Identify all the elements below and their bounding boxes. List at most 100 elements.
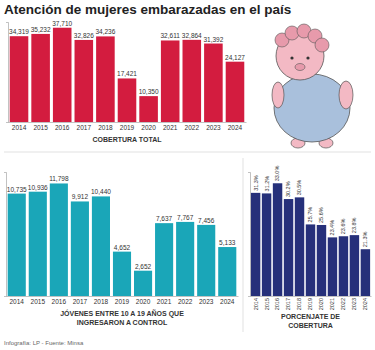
illustration-eye: [306, 56, 309, 59]
x-tick: 2022: [340, 296, 346, 310]
x-tick-label: 2016: [274, 298, 280, 310]
illustration-curl: [285, 26, 299, 40]
axis-title-line: COBERTURA TOTAL: [92, 136, 162, 143]
chart-svg: Atención de mujeres embarazadas en el pa…: [0, 0, 375, 350]
x-tick-label: 2014: [10, 298, 25, 305]
x-tick-label: 2021: [329, 298, 335, 310]
x-tick: 2016: [55, 122, 70, 131]
bar: [50, 183, 68, 296]
x-tick: 2024: [362, 296, 368, 310]
bar: [139, 96, 158, 122]
x-tick-label: 2018: [98, 124, 113, 131]
x-tick-label: 2020: [318, 298, 324, 310]
x-tick: 2015: [264, 296, 270, 310]
data-label: 32,826: [74, 32, 94, 39]
x-tick: 2017: [285, 296, 291, 310]
bar: [306, 224, 315, 296]
data-labels: 34,31935,23237,71032,82634,23617,42110,3…: [9, 20, 245, 95]
data-label: 5,133: [219, 239, 236, 246]
x-axis: 2014 2015 2016 2017 2018 2019 2020 2021 2022 2023…: [9, 122, 247, 131]
divider: [243, 158, 244, 332]
data-label: 10,350: [139, 88, 159, 95]
bar: [361, 249, 370, 296]
x-tick-label: 2017: [77, 124, 92, 131]
x-tick: 2023: [351, 296, 357, 310]
illustration-curl: [315, 38, 329, 52]
x-tick: 2020: [141, 122, 156, 131]
illustration-arm: [272, 82, 284, 108]
data-labels: 10,73510,93611,7989,91210,4404,6522,6527…: [7, 175, 236, 269]
x-tick: 2018: [94, 296, 109, 305]
x-tick: 2017: [77, 122, 92, 131]
x-tick-label: 2015: [264, 298, 270, 310]
x-tick-label: 2019: [307, 298, 313, 310]
bar: [155, 223, 173, 296]
bar: [31, 34, 50, 122]
data-label: 32,864: [182, 32, 202, 39]
data-label: 23.8%: [351, 217, 357, 233]
bar: [339, 236, 348, 296]
x-tick: 2021: [163, 122, 178, 131]
x-axis: 2014201520162017201820192020202120222023…: [7, 296, 239, 305]
illustration-nose: [295, 64, 305, 71]
data-label: 31,392: [203, 36, 223, 43]
x-tick-label: 2015: [33, 124, 48, 131]
x-tick-label: 2024: [220, 298, 235, 305]
x-tick-label: 2020: [141, 124, 156, 131]
bar: [10, 36, 29, 122]
illustration-body: [274, 74, 350, 142]
x-tick: 2016: [52, 296, 67, 305]
bar: [176, 222, 194, 296]
x-tick: 2024: [220, 296, 235, 305]
bars: [251, 183, 370, 296]
x-tick-label: 2022: [178, 298, 193, 305]
bar: [226, 62, 245, 122]
x-tick-label: 2019: [115, 298, 130, 305]
illustration-arm: [339, 81, 353, 109]
data-label: 4,652: [114, 244, 131, 251]
x-tick-label: 2023: [206, 124, 221, 131]
data-label: 24,127: [225, 54, 245, 61]
x-tick: 2014: [12, 122, 27, 131]
x-tick-label: 2016: [55, 124, 70, 131]
bar: [350, 235, 359, 296]
axis-title-line: INGRESARON A CONTROL: [77, 319, 168, 326]
x-tick: 2021: [329, 296, 335, 310]
x-tick-label: 2014: [12, 124, 27, 131]
source: Infografía: LP - Fuente: Minsa: [4, 340, 84, 346]
bar: [118, 78, 137, 122]
bar: [204, 44, 223, 122]
illustration-eye: [290, 56, 293, 59]
x-tick-label: 2021: [157, 298, 172, 305]
x-tick-label: 2023: [199, 298, 214, 305]
data-label: 37,710: [52, 20, 72, 27]
bar: [113, 252, 131, 296]
axis-title: JÓVENES ENTRE 10 A 19 AÑOS QUEINGRESARON…: [60, 309, 184, 326]
x-axis-line: [251, 296, 372, 297]
panel: 34,31935,23237,71032,82634,23617,42110,3…: [6, 20, 247, 143]
axis-title-line: JÓVENES ENTRE 10 A 19 AÑOS QUE: [60, 309, 184, 318]
x-tick: 2019: [115, 296, 130, 305]
data-label: 11,798: [49, 175, 69, 182]
x-tick: 2019: [307, 296, 313, 310]
data-label: 7,767: [177, 214, 194, 221]
bar: [8, 194, 26, 296]
y-axis: [4, 173, 7, 297]
data-label: 30.5%: [296, 180, 302, 196]
data-label: 33.0%: [274, 166, 280, 182]
x-tick-label: 2019: [120, 124, 135, 131]
bar: [29, 192, 47, 296]
x-tick-label: 2016: [52, 298, 67, 305]
bar: [317, 225, 326, 296]
data-label: 10,440: [91, 188, 111, 195]
x-tick: 2014: [10, 296, 25, 305]
y-axis-line: [6, 23, 9, 123]
axis-title: PORCENJATE DECOBERTURA: [281, 313, 340, 329]
chart-root: Atención de mujeres embarazadas en el pa…: [0, 0, 375, 350]
title: Atención de mujeres embarazadas en el pa…: [4, 2, 291, 17]
x-tick-label: 2022: [185, 124, 200, 131]
x-tick: 2014: [253, 296, 259, 310]
data-label: 10,936: [28, 184, 48, 191]
bar: [197, 225, 215, 296]
x-tick: 2020: [136, 296, 151, 305]
